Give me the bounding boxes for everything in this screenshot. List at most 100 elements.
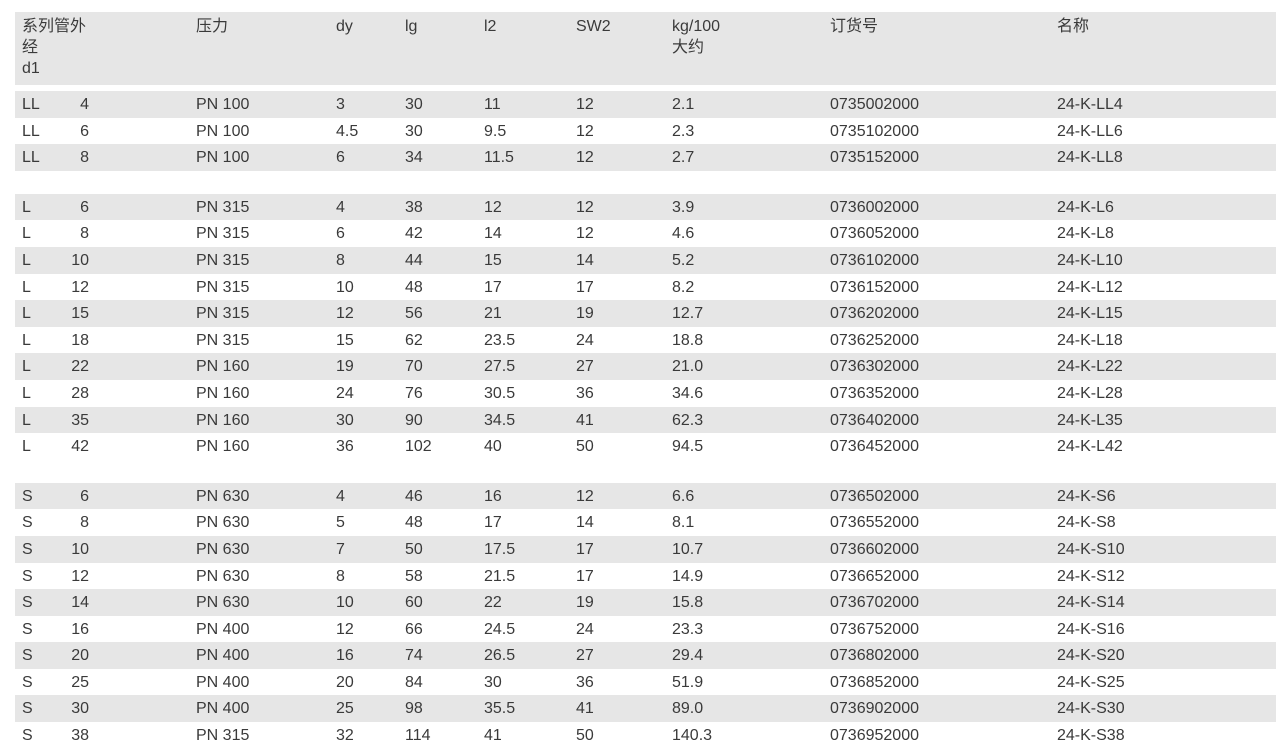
cell-name: 24-K-L35 xyxy=(1057,411,1123,429)
cell-order-no: 0736602000 xyxy=(830,540,919,558)
cell-order-no: 0736502000 xyxy=(830,487,919,505)
cell-pressure: PN 315 xyxy=(196,727,250,745)
cell-d1: 12 xyxy=(71,567,89,585)
cell-l2: 22 xyxy=(484,594,502,612)
cell-l2: 17.5 xyxy=(484,540,516,558)
cell-series: S xyxy=(22,514,33,532)
cell-pressure: PN 100 xyxy=(196,96,250,113)
cell-name: 24-K-L28 xyxy=(1057,384,1123,402)
cell-dy: 4 xyxy=(336,198,345,216)
cell-dy: 30 xyxy=(336,411,354,429)
table-row: L 42 PN 160 36 102 40 50 94.5 0736452000 24-K-L42 xyxy=(15,433,1276,460)
cell-sw2: 12 xyxy=(576,225,594,243)
cell-name: 24-K-S30 xyxy=(1057,700,1125,718)
group-gap xyxy=(15,171,1276,194)
cell-weight: 3.9 xyxy=(672,198,695,216)
cell-lg: 42 xyxy=(405,225,423,243)
cell-sw2: 12 xyxy=(576,122,594,140)
cell-l2: 26.5 xyxy=(484,647,516,665)
cell-sw2: 50 xyxy=(576,438,594,456)
cell-lg: 70 xyxy=(405,358,423,376)
cell-series: S xyxy=(22,673,33,691)
table-row: L 28 PN 160 24 76 30.5 36 34.6 0736352000 24-K-L2… xyxy=(15,380,1276,407)
cell-series: S xyxy=(22,594,33,612)
cell-name: 24-K-S25 xyxy=(1057,673,1125,691)
cell-order-no: 0736752000 xyxy=(830,620,919,638)
cell-order-no: 0736852000 xyxy=(830,673,919,691)
cell-name: 24-K-L8 xyxy=(1057,225,1114,243)
cell-d1: 35 xyxy=(71,411,89,429)
cell-weight: 89.0 xyxy=(672,700,704,718)
cell-series: L xyxy=(22,438,31,456)
cell-name: 24-K-LL8 xyxy=(1057,149,1123,167)
cell-l2: 24.5 xyxy=(484,620,516,638)
cell-lg: 30 xyxy=(405,122,423,140)
cell-lg: 48 xyxy=(405,278,423,296)
cell-name: 24-K-L18 xyxy=(1057,331,1123,349)
cell-pressure: PN 160 xyxy=(196,358,250,376)
cell-order-no: 0736052000 xyxy=(830,225,919,243)
cell-weight: 15.8 xyxy=(672,594,704,612)
cell-sw2: 12 xyxy=(576,487,594,505)
cell-dy: 4.5 xyxy=(336,122,359,140)
cell-series: L xyxy=(22,305,31,323)
cell-order-no: 0736952000 xyxy=(830,727,919,745)
cell-d1: 15 xyxy=(71,305,89,323)
cell-dy: 4 xyxy=(336,487,345,505)
cell-weight: 34.6 xyxy=(672,384,704,402)
cell-lg: 114 xyxy=(405,727,431,745)
cell-name: 24-K-S8 xyxy=(1057,514,1116,532)
cell-d1: 10 xyxy=(71,540,89,558)
cell-dy: 24 xyxy=(336,384,354,402)
table-row: S 10 PN 630 7 50 17.5 17 10.7 0736602000 24-K-S10 xyxy=(15,535,1276,563)
cell-sw2: 50 xyxy=(576,727,594,745)
cell-dy: 25 xyxy=(336,700,354,718)
cell-pressure: PN 315 xyxy=(196,251,250,269)
cell-pressure: PN 630 xyxy=(196,567,250,585)
cell-name: 24-K-S10 xyxy=(1057,540,1125,558)
cell-d1: 22 xyxy=(71,358,89,376)
table-row: L 35 PN 160 30 90 34.5 41 62.3 0736402000 24-K-L3… xyxy=(15,406,1276,434)
table-row: S 6 PN 630 4 46 16 12 6.6 0736502000 24-K-S6 xyxy=(15,482,1276,510)
cell-l2: 9.5 xyxy=(484,122,507,140)
cell-lg: 102 xyxy=(405,438,432,456)
cell-weight: 29.4 xyxy=(672,647,704,665)
cell-d1: 38 xyxy=(71,727,89,745)
cell-sw2: 24 xyxy=(576,331,594,349)
cell-order-no: 0736302000 xyxy=(830,358,919,376)
table-row: S 38 PN 315 32 114 41 50 140.3 0736952000 24-K-S3… xyxy=(15,722,1276,749)
cell-series: S xyxy=(22,487,33,505)
cell-l2: 41 xyxy=(484,727,502,745)
cell-weight: 51.9 xyxy=(672,673,704,691)
cell-d1: 8 xyxy=(80,149,89,167)
table-body: LL 4 PN 100 3 30 11 12 2.1 0735002000 24-K-LL4 LL 6… xyxy=(15,91,1276,749)
cell-d1: 6 xyxy=(80,198,89,216)
cell-weight: 2.3 xyxy=(672,122,695,140)
cell-l2: 11.5 xyxy=(484,149,514,167)
cell-l2: 30 xyxy=(484,673,502,691)
cell-order-no: 0736102000 xyxy=(830,251,919,269)
cell-dy: 7 xyxy=(336,540,345,558)
cell-d1: 4 xyxy=(80,96,89,113)
cell-series: S xyxy=(22,727,33,745)
cell-sw2: 12 xyxy=(576,149,594,167)
cell-sw2: 36 xyxy=(576,673,594,691)
cell-name: 24-K-S38 xyxy=(1057,727,1125,745)
cell-lg: 84 xyxy=(405,673,423,691)
cell-d1: 14 xyxy=(71,594,89,612)
header-name: 名称 xyxy=(1057,18,1090,35)
cell-dy: 8 xyxy=(336,251,345,269)
cell-sw2: 36 xyxy=(576,384,594,402)
cell-d1: 28 xyxy=(71,384,89,402)
cell-weight: 8.1 xyxy=(672,514,695,532)
header-lg: lg xyxy=(405,18,418,35)
cell-lg: 66 xyxy=(405,620,423,638)
cell-series: S xyxy=(22,567,33,585)
header-series-d1: 系列管外 经 d1 xyxy=(22,18,87,77)
table-row: L 15 PN 315 12 56 21 19 12.7 0736202000 24-K-L15 xyxy=(15,300,1276,327)
cell-l2: 23.5 xyxy=(484,331,516,349)
cell-order-no: 0736802000 xyxy=(830,647,919,665)
cell-dy: 32 xyxy=(336,727,354,745)
cell-d1: 6 xyxy=(80,487,89,505)
header-dy: dy xyxy=(336,18,353,35)
